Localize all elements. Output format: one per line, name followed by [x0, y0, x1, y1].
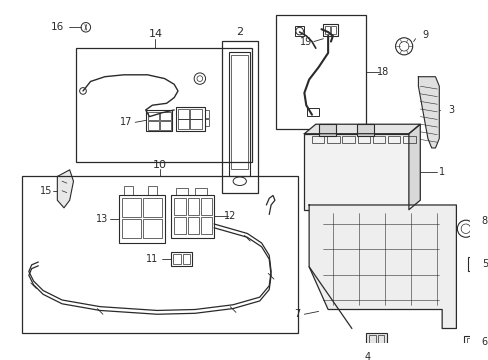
Bar [201, 217, 212, 234]
Circle shape [399, 41, 408, 51]
Text: 8: 8 [481, 216, 487, 226]
Polygon shape [408, 124, 420, 210]
Bar [403, 136, 415, 143]
Bar [187, 198, 199, 215]
Bar [466, 338, 473, 346]
Bar [176, 188, 187, 195]
Bar [366, 333, 386, 347]
Bar [231, 55, 248, 169]
Text: 19: 19 [300, 37, 312, 46]
Bar [142, 219, 162, 238]
Text: 9: 9 [421, 30, 427, 40]
Bar [142, 198, 162, 217]
Circle shape [460, 224, 469, 234]
Bar [123, 186, 133, 195]
Bar [160, 121, 171, 130]
Bar [326, 136, 339, 143]
Bar [201, 198, 212, 215]
Bar [372, 136, 385, 143]
Text: 17: 17 [119, 117, 132, 127]
Bar [178, 109, 189, 118]
Bar [22, 176, 297, 333]
Bar [160, 112, 171, 120]
Circle shape [81, 23, 90, 32]
Bar [330, 26, 335, 34]
Polygon shape [418, 77, 438, 148]
Bar [147, 121, 159, 130]
Bar [467, 257, 476, 271]
Text: 1: 1 [438, 167, 444, 177]
Bar [173, 255, 181, 264]
Bar [318, 124, 335, 136]
Text: 18: 18 [376, 67, 388, 77]
Bar [195, 188, 206, 195]
Bar [119, 195, 164, 243]
Bar [325, 26, 329, 34]
Text: 16: 16 [51, 22, 64, 32]
Text: 6: 6 [481, 337, 487, 347]
Bar [174, 217, 185, 234]
Bar [187, 217, 199, 234]
Bar [147, 112, 159, 120]
Bar [171, 195, 214, 238]
Text: 10: 10 [153, 160, 166, 170]
Bar [204, 110, 209, 118]
Circle shape [456, 220, 473, 237]
Polygon shape [304, 124, 420, 134]
Bar [377, 335, 384, 346]
Polygon shape [57, 170, 73, 208]
Bar [204, 118, 209, 126]
Bar [306, 108, 318, 116]
Text: 2: 2 [236, 27, 243, 37]
Bar [221, 41, 257, 193]
Bar [147, 186, 157, 195]
Bar [190, 120, 202, 129]
Text: 15: 15 [40, 186, 52, 196]
Bar [368, 335, 375, 346]
Bar [176, 107, 204, 131]
Bar [122, 198, 141, 217]
Circle shape [395, 38, 412, 55]
Bar [145, 110, 172, 131]
Bar [387, 136, 400, 143]
Bar [76, 48, 252, 162]
Bar [183, 255, 190, 264]
Text: 12: 12 [224, 211, 236, 221]
Polygon shape [308, 205, 455, 329]
Bar [229, 52, 250, 176]
Text: 5: 5 [481, 259, 487, 269]
Bar [174, 198, 185, 215]
Circle shape [194, 73, 205, 84]
Bar [178, 120, 189, 129]
Bar [190, 109, 202, 118]
Bar [171, 252, 192, 266]
Text: 14: 14 [148, 29, 162, 39]
Bar [294, 26, 304, 36]
Circle shape [197, 76, 203, 81]
Ellipse shape [233, 177, 246, 185]
Text: 3: 3 [447, 105, 454, 115]
Text: 4: 4 [364, 352, 370, 360]
Bar [357, 136, 369, 143]
Bar [304, 134, 408, 210]
Text: 7: 7 [294, 309, 300, 319]
Bar [342, 136, 354, 143]
Circle shape [80, 87, 86, 94]
Circle shape [295, 27, 303, 35]
Text: 11: 11 [146, 254, 158, 264]
Bar [356, 124, 373, 136]
Text: 13: 13 [96, 214, 108, 224]
Bar [275, 15, 366, 129]
Bar [323, 24, 337, 36]
Bar [463, 336, 476, 347]
Bar [122, 219, 141, 238]
Bar [311, 136, 324, 143]
